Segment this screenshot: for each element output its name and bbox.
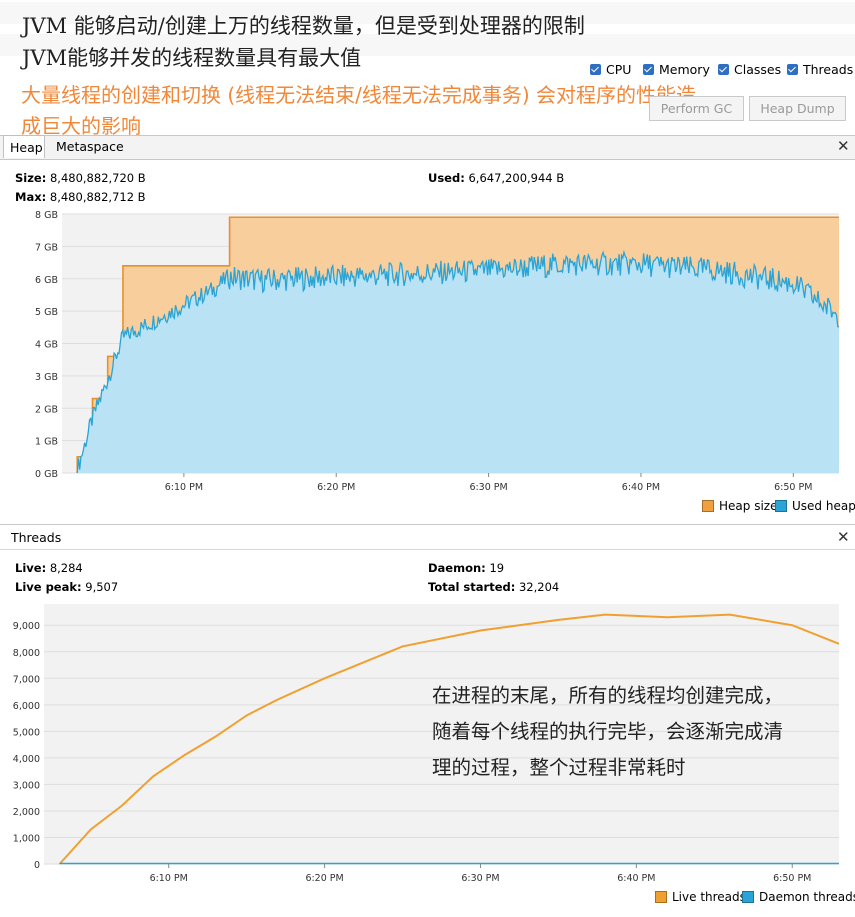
y-tick-label: 5 GB xyxy=(35,307,58,318)
warning-line-2: 成巨大的影响 xyxy=(21,114,141,138)
threads-checkbox[interactable]: Threads xyxy=(787,61,853,77)
legend-heap-size: Heap size xyxy=(702,499,777,513)
daemon-label: Daemon: xyxy=(428,561,486,575)
annotation-line-2: JVM能够并发的线程数量具有最大值 xyxy=(22,46,362,70)
y-tick-label: 4 GB xyxy=(35,340,58,351)
y-tick-label: 6,000 xyxy=(13,701,40,712)
total-started-label: Total started: xyxy=(428,580,516,594)
heap-dump-button[interactable]: Heap Dump xyxy=(749,96,846,121)
live-threads-swatch xyxy=(655,891,667,903)
x-tick-label: 6:40 PM xyxy=(622,482,660,493)
y-tick-label: 1 GB xyxy=(35,437,58,448)
cpu-checkbox[interactable]: CPU xyxy=(590,61,631,77)
header-band xyxy=(0,2,855,24)
heap-size-stat: Size: 8,480,882,720 B xyxy=(15,171,146,185)
y-tick-label: 6 GB xyxy=(35,275,58,286)
live-label: Live: xyxy=(15,561,47,575)
total-started-stat: Total started: 32,204 xyxy=(428,580,559,594)
legend-daemon-threads-label: Daemon threads xyxy=(759,890,855,904)
legend-used-heap: Used heap xyxy=(775,499,855,513)
x-tick-label: 6:30 PM xyxy=(469,482,507,493)
threads-panel-header xyxy=(0,524,855,550)
legend-live-threads: Live threads xyxy=(655,890,746,904)
threads-annotation-line-1: 在进程的末尾，所有的线程均创建完成， xyxy=(432,684,784,707)
classes-checkbox-label: Classes xyxy=(734,61,782,77)
checkbox-checked-icon xyxy=(787,63,798,75)
heap-used-label: Used: xyxy=(428,171,465,185)
heap-max-label: Max: xyxy=(15,190,47,204)
y-tick-label: 7 GB xyxy=(35,242,58,253)
daemon-threads-swatch xyxy=(742,891,754,903)
legend-used-heap-label: Used heap xyxy=(792,499,855,513)
heap-size-value: 8,480,882,720 B xyxy=(49,171,146,185)
daemon-value: 19 xyxy=(489,561,505,575)
checkbox-checked-icon xyxy=(590,63,601,75)
live-threads-stat: Live: 8,284 xyxy=(15,561,83,575)
used-heap-swatch xyxy=(775,500,787,512)
live-value: 8,284 xyxy=(49,561,83,575)
legend-live-threads-label: Live threads xyxy=(672,890,746,904)
live-threads-line xyxy=(58,613,840,865)
x-tick-label: 6:10 PM xyxy=(165,482,203,493)
live-peak-label: Live peak: xyxy=(15,580,82,594)
cpu-checkbox-label: CPU xyxy=(606,61,632,77)
y-tick-label: 8,000 xyxy=(13,648,40,659)
close-heap-panel-icon[interactable]: ✕ xyxy=(837,137,850,155)
tab-metaspace[interactable]: Metaspace xyxy=(56,139,124,154)
classes-checkbox[interactable]: Classes xyxy=(718,61,781,77)
heap-chart: 0 GB 1 GB 2 GB 3 GB 4 GB 5 GB 6 GB 7 GB 8 GB 6:10… xyxy=(35,210,840,493)
y-tick-label: 5,000 xyxy=(13,727,40,738)
y-tick-label: 2 GB xyxy=(35,404,58,415)
header-band xyxy=(0,34,855,56)
y-tick-label: 4,000 xyxy=(13,754,40,765)
threads-annotation-line-2: 随着每个线程的执行完毕，会逐渐完成清 xyxy=(432,720,784,743)
x-tick-label: 6:20 PM xyxy=(317,482,355,493)
y-tick-label: 9,000 xyxy=(13,621,40,632)
y-tick-label: 2,000 xyxy=(13,807,40,818)
plot-background xyxy=(44,604,839,864)
x-tick-label: 6:50 PM xyxy=(773,873,811,884)
heap-size-swatch xyxy=(702,500,714,512)
legend-daemon-threads: Daemon threads xyxy=(742,890,855,904)
x-tick-label: 6:50 PM xyxy=(774,482,812,493)
y-tick-label: 0 xyxy=(34,860,40,871)
daemon-stat: Daemon: 19 xyxy=(428,561,504,575)
y-tick-label: 7,000 xyxy=(13,674,40,685)
threads-panel-title: Threads xyxy=(11,530,62,545)
threads-checkbox-label: Threads xyxy=(803,61,854,77)
x-tick-label: 6:30 PM xyxy=(461,873,499,884)
y-tick-label: 8 GB xyxy=(35,210,58,221)
x-tick-label: 6:40 PM xyxy=(617,873,655,884)
heap-max-value: 8,480,882,712 B xyxy=(49,190,146,204)
perform-gc-button[interactable]: Perform GC xyxy=(649,96,744,121)
annotation-line-1: JVM 能够启动/创建上万的线程数量，但是受到处理器的限制 xyxy=(22,14,585,38)
y-tick-label: 3 GB xyxy=(35,372,58,383)
close-threads-panel-icon[interactable]: ✕ xyxy=(837,528,850,546)
legend-heap-size-label: Heap size xyxy=(719,499,778,513)
live-peak-stat: Live peak: 9,507 xyxy=(15,580,118,594)
y-tick-label: 3,000 xyxy=(13,780,40,791)
checkbox-checked-icon xyxy=(643,63,654,75)
x-tick-label: 6:20 PM xyxy=(305,873,343,884)
tab-heap[interactable]: Heap xyxy=(3,135,45,158)
used-heap-line xyxy=(76,249,840,474)
used-heap-area xyxy=(77,252,839,473)
heap-used-value: 6,647,200,944 B xyxy=(468,171,565,185)
live-peak-value: 9,507 xyxy=(85,580,119,594)
total-started-value: 32,204 xyxy=(518,580,560,594)
memory-checkbox-label: Memory xyxy=(659,61,710,77)
x-tick-label: 6:10 PM xyxy=(150,873,188,884)
threads-annotation-line-3: 理的过程，整个过程非常耗时 xyxy=(432,756,686,779)
threads-annotation: 在进程的末尾，所有的线程均创建完成， 随着每个线程的执行完毕，会逐渐完成清 理的… xyxy=(432,678,783,786)
threads-chart: 0 1,000 2,000 3,000 4,000 5,000 6,000 7,000 8,00… xyxy=(13,604,840,884)
heap-used-stat: Used: 6,647,200,944 B xyxy=(428,171,564,185)
memory-checkbox[interactable]: Memory xyxy=(643,61,710,77)
warning-line-1: 大量线程的创建和切换 (线程无法结束/线程无法完成事务) 会对程序的性能造 xyxy=(21,83,697,107)
y-tick-label: 1,000 xyxy=(13,833,40,844)
heap-max-stat: Max: 8,480,882,712 B xyxy=(15,190,146,204)
y-tick-label: 0 GB xyxy=(35,469,58,480)
heap-size-label: Size: xyxy=(15,171,47,185)
heap-tab-bar xyxy=(0,135,855,160)
checkbox-checked-icon xyxy=(718,63,729,75)
